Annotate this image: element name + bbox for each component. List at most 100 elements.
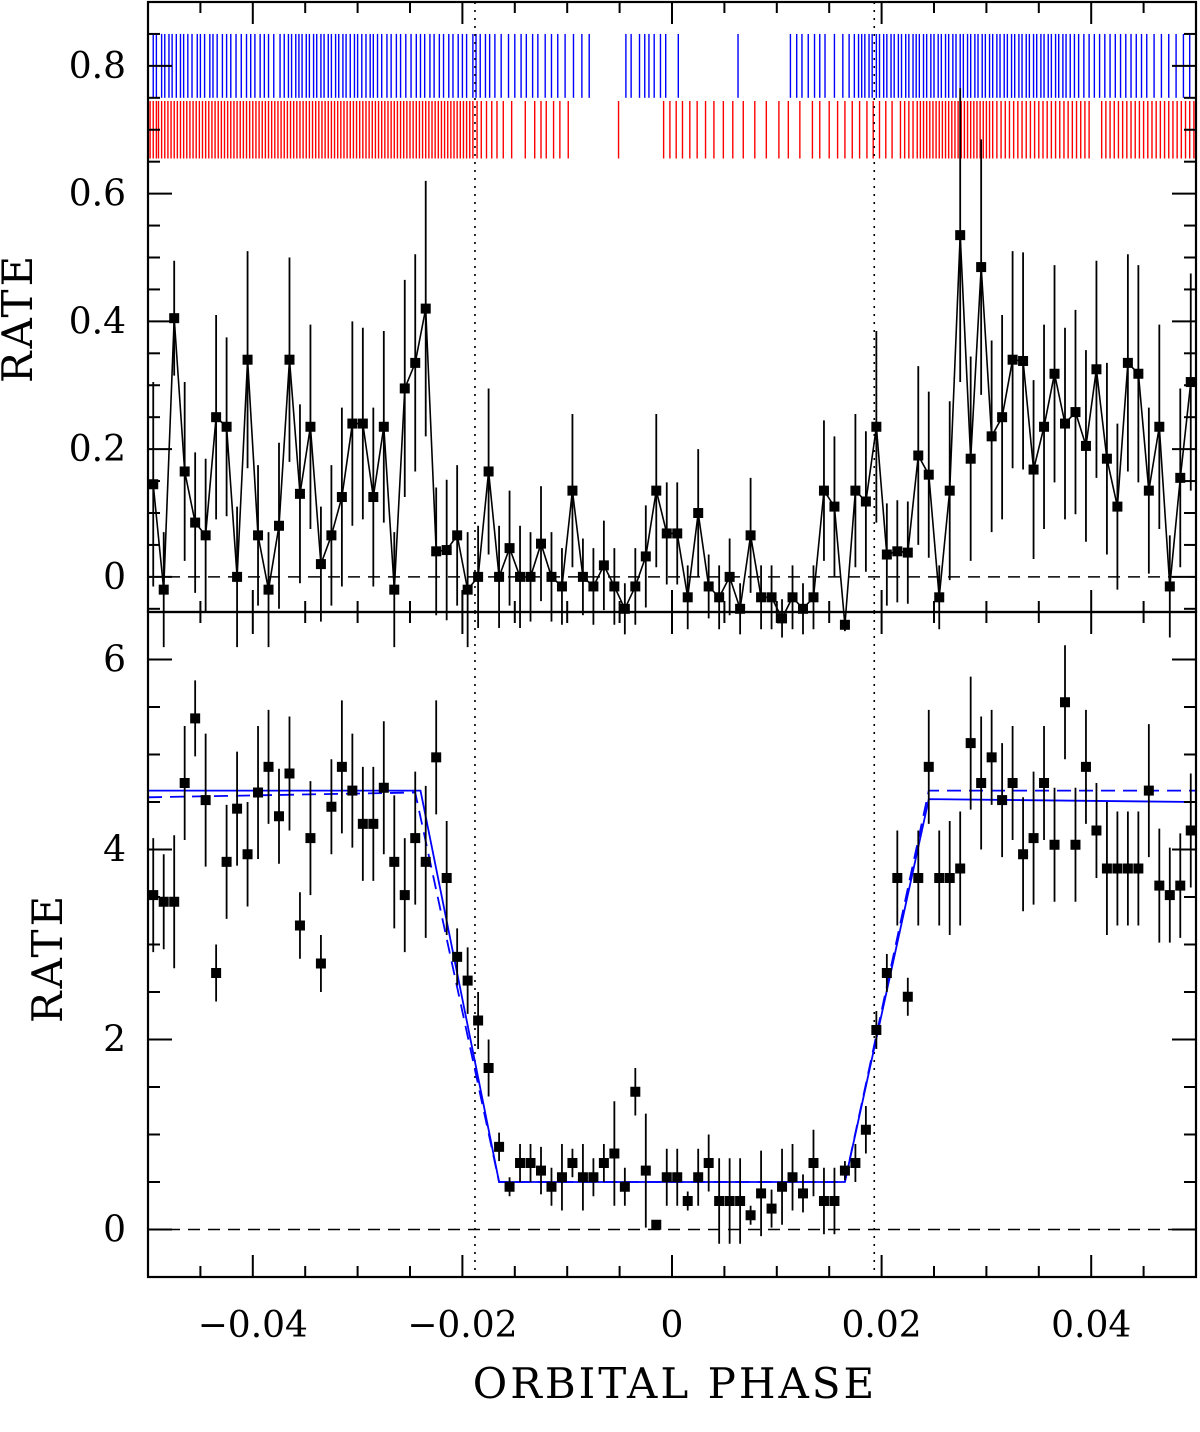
y-tick-label: 0.4 bbox=[69, 301, 126, 342]
data-point bbox=[399, 383, 410, 394]
data-point bbox=[745, 1210, 756, 1221]
data-point bbox=[724, 571, 735, 582]
data-point bbox=[158, 584, 169, 595]
data-point bbox=[808, 592, 819, 603]
data-point bbox=[494, 1141, 505, 1152]
data-point bbox=[232, 571, 243, 582]
data-point bbox=[955, 230, 966, 241]
data-point bbox=[766, 592, 777, 603]
series-line bbox=[152, 235, 1192, 625]
data-point bbox=[347, 418, 358, 429]
data-point bbox=[1060, 697, 1070, 708]
bottom-reference-lines bbox=[148, 612, 1196, 1277]
x-axis-label: ORBITAL PHASE bbox=[473, 1359, 877, 1408]
data-point bbox=[1091, 364, 1102, 375]
data-point bbox=[609, 1148, 620, 1159]
data-point bbox=[410, 357, 421, 368]
data-point bbox=[1185, 825, 1196, 836]
data-point bbox=[651, 1219, 662, 1230]
data-point bbox=[1007, 354, 1018, 365]
data-point bbox=[378, 421, 389, 432]
data-point bbox=[305, 833, 316, 844]
top-plot-frame bbox=[146, 0, 1198, 614]
data-point bbox=[1122, 863, 1133, 874]
data-point bbox=[976, 262, 987, 273]
data-point bbox=[389, 856, 400, 867]
data-point bbox=[724, 1196, 735, 1206]
data-point bbox=[787, 592, 798, 603]
data-point bbox=[1133, 863, 1144, 874]
data-point bbox=[839, 619, 850, 630]
data-point bbox=[169, 313, 180, 324]
data-point bbox=[1049, 839, 1060, 850]
data-point bbox=[190, 713, 201, 724]
data-point bbox=[462, 584, 473, 595]
data-point bbox=[515, 571, 526, 582]
data-point bbox=[598, 560, 609, 571]
data-point bbox=[221, 421, 232, 432]
data-point bbox=[294, 488, 305, 499]
data-point bbox=[546, 571, 557, 582]
data-point bbox=[494, 571, 505, 582]
data-point bbox=[818, 1196, 829, 1206]
data-point bbox=[556, 1172, 567, 1183]
data-point bbox=[431, 752, 442, 763]
data-point bbox=[965, 738, 976, 749]
data-point bbox=[148, 890, 159, 901]
data-point bbox=[263, 584, 274, 595]
data-point bbox=[294, 920, 305, 931]
data-point bbox=[798, 603, 808, 614]
y-tick-label: 0.8 bbox=[69, 46, 126, 87]
data-point bbox=[1154, 421, 1165, 432]
data-point bbox=[630, 581, 641, 592]
data-point bbox=[682, 592, 693, 603]
data-point bbox=[745, 530, 756, 541]
data-point bbox=[1101, 453, 1112, 464]
data-point bbox=[284, 768, 295, 779]
data-point bbox=[787, 1172, 798, 1183]
data-point bbox=[871, 421, 882, 432]
data-point bbox=[1122, 357, 1133, 368]
data-point bbox=[1028, 464, 1039, 475]
data-point bbox=[1101, 863, 1112, 874]
data-point bbox=[588, 1172, 599, 1183]
data-point bbox=[839, 1165, 850, 1176]
data-point bbox=[640, 1165, 651, 1176]
x-tick-label: 0.04 bbox=[1051, 1305, 1131, 1346]
data-point bbox=[452, 530, 463, 541]
data-point bbox=[473, 571, 484, 582]
bottom-panel: 0 2 4 6 −0.04 −0.02 0 0.02 0.04 RATE bbox=[23, 610, 1198, 1346]
data-point bbox=[986, 431, 997, 442]
data-point bbox=[274, 811, 284, 822]
data-point bbox=[829, 1196, 840, 1206]
data-point bbox=[682, 1196, 693, 1206]
data-point bbox=[651, 485, 662, 496]
data-point bbox=[410, 833, 421, 844]
data-point bbox=[473, 1015, 484, 1026]
data-point bbox=[588, 581, 599, 592]
data-point bbox=[630, 1086, 641, 1097]
data-point bbox=[567, 1158, 578, 1168]
data-point bbox=[798, 1188, 808, 1199]
data-point bbox=[263, 761, 274, 772]
data-point bbox=[703, 1158, 714, 1168]
data-point bbox=[808, 1158, 819, 1168]
data-point bbox=[598, 1158, 609, 1168]
data-point bbox=[504, 1181, 515, 1192]
data-point bbox=[242, 354, 253, 365]
data-point bbox=[661, 1172, 672, 1183]
data-point bbox=[1060, 418, 1070, 429]
data-point bbox=[902, 991, 913, 1002]
data-point bbox=[703, 581, 714, 592]
data-point bbox=[965, 453, 976, 464]
top-y-axis-label: RATE bbox=[0, 253, 42, 383]
data-point bbox=[1112, 501, 1123, 512]
data-point bbox=[735, 603, 746, 614]
data-point bbox=[693, 507, 704, 518]
data-point bbox=[336, 492, 347, 503]
data-point bbox=[881, 549, 892, 560]
data-point bbox=[315, 559, 326, 570]
data-point bbox=[934, 873, 945, 883]
bottom-model-curves bbox=[147, 789, 1197, 1183]
data-point bbox=[336, 761, 347, 772]
